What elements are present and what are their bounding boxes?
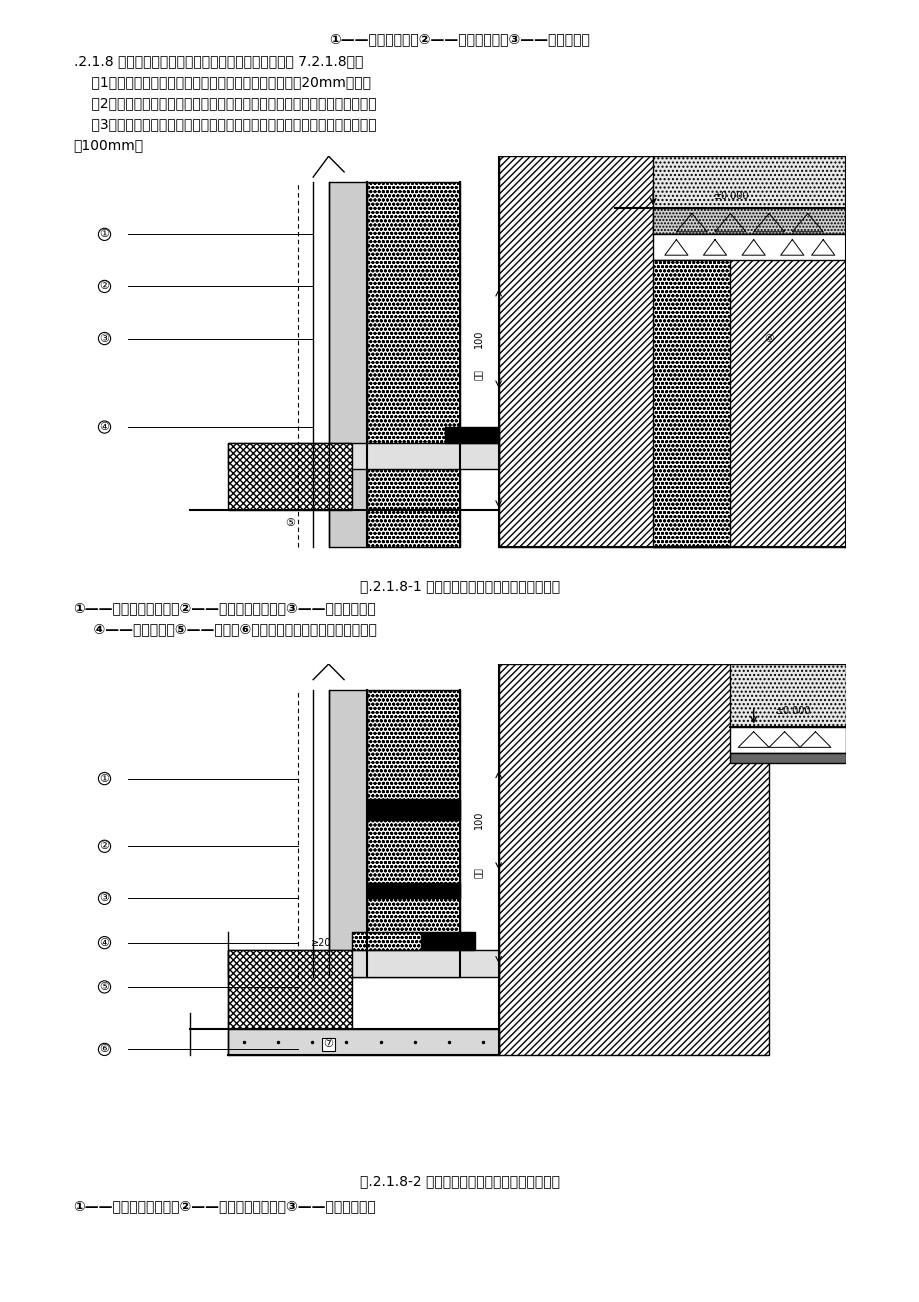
Text: ①: ① (99, 773, 109, 784)
Text: 100: 100 (474, 811, 483, 829)
Polygon shape (228, 1029, 498, 1055)
Text: ②: ② (99, 841, 109, 852)
Text: ≥20: ≥20 (311, 937, 331, 948)
Polygon shape (421, 932, 475, 950)
Polygon shape (228, 443, 351, 510)
Polygon shape (498, 664, 768, 1055)
Polygon shape (652, 260, 730, 547)
Text: （2）缝隙内宜填充泡沫塑料，外口应设置背衬材料，并用建筑密封膏封堵；: （2）缝隙内宜填充泡沫塑料，外口应设置背衬材料，并用建筑密封膏封堵； (74, 96, 376, 111)
Polygon shape (328, 690, 367, 976)
Text: 图.2.1.8-1 有地下室勒脚部位外保温构造示意图: 图.2.1.8-1 有地下室勒脚部位外保温构造示意图 (359, 579, 560, 594)
Text: ④: ④ (99, 422, 109, 432)
Text: 100: 100 (474, 329, 483, 348)
Polygon shape (444, 427, 498, 443)
Text: ④——密封材料；⑤——散水；⑥地下室顶板保温做法见具体设计；: ④——密封材料；⑤——散水；⑥地下室顶板保温做法见具体设计； (74, 622, 376, 637)
Polygon shape (498, 156, 845, 547)
Text: ①: ① (99, 229, 109, 240)
Text: ④: ④ (99, 937, 109, 948)
Polygon shape (730, 753, 845, 763)
Polygon shape (730, 664, 845, 727)
Text: （1）勒脚部位的外保温与室外地面散水间应预留不小于20mm缝隙；: （1）勒脚部位的外保温与室外地面散水间应预留不小于20mm缝隙； (74, 76, 370, 90)
Polygon shape (652, 156, 845, 208)
Polygon shape (228, 443, 498, 469)
Polygon shape (367, 883, 460, 898)
Text: ⑤: ⑤ (99, 982, 109, 992)
Polygon shape (228, 950, 498, 976)
Text: ±0.000: ±0.000 (774, 706, 809, 716)
Text: ③: ③ (99, 333, 109, 344)
Text: 翻包: 翻包 (474, 867, 483, 878)
Text: ①——加强玻纤网格布；②——翻包玻纤网格布；③——标准网格布；: ①——加强玻纤网格布；②——翻包玻纤网格布；③——标准网格布； (74, 1199, 376, 1213)
Text: ①——玻纤网格布；②——翻包网格布；③——密封材料；: ①——玻纤网格布；②——翻包网格布；③——密封材料； (329, 33, 590, 47)
Polygon shape (351, 932, 421, 950)
Text: ±0.000: ±0.000 (712, 190, 747, 201)
Text: ⑥: ⑥ (764, 333, 773, 344)
Text: ③: ③ (99, 893, 109, 904)
Polygon shape (652, 234, 845, 260)
Text: ①——加强玻纤网格布；②——翻包玻纤网格布；③——标准网格布；: ①——加强玻纤网格布；②——翻包玻纤网格布；③——标准网格布； (74, 602, 376, 616)
Text: ⑦: ⑦ (323, 1039, 334, 1049)
Text: .2.1.8 勒脚部位的外保温构造应符合以下规定（参见图 7.2.1.8）：: .2.1.8 勒脚部位的外保温构造应符合以下规定（参见图 7.2.1.8）： (74, 55, 363, 69)
Polygon shape (328, 182, 367, 547)
Polygon shape (367, 799, 460, 820)
Text: 图.2.1.8-2 无地下室勒脚部位外保温构造示意图: 图.2.1.8-2 无地下室勒脚部位外保温构造示意图 (359, 1174, 560, 1189)
Text: 翻包: 翻包 (474, 370, 483, 380)
Polygon shape (652, 208, 845, 234)
Polygon shape (367, 690, 460, 976)
Text: 于100mm。: 于100mm。 (74, 138, 143, 152)
Polygon shape (228, 950, 351, 1029)
Polygon shape (367, 182, 460, 547)
Text: （3）勒脚处端部应采纳标准网布、加强网布做好包边处理，包边宽度不得小: （3）勒脚处端部应采纳标准网布、加强网布做好包边处理，包边宽度不得小 (74, 117, 376, 132)
Polygon shape (652, 208, 845, 234)
Text: ②: ② (99, 281, 109, 292)
Text: ⑤: ⑤ (285, 518, 295, 529)
Text: ⑥: ⑥ (99, 1044, 109, 1055)
Polygon shape (730, 727, 845, 753)
